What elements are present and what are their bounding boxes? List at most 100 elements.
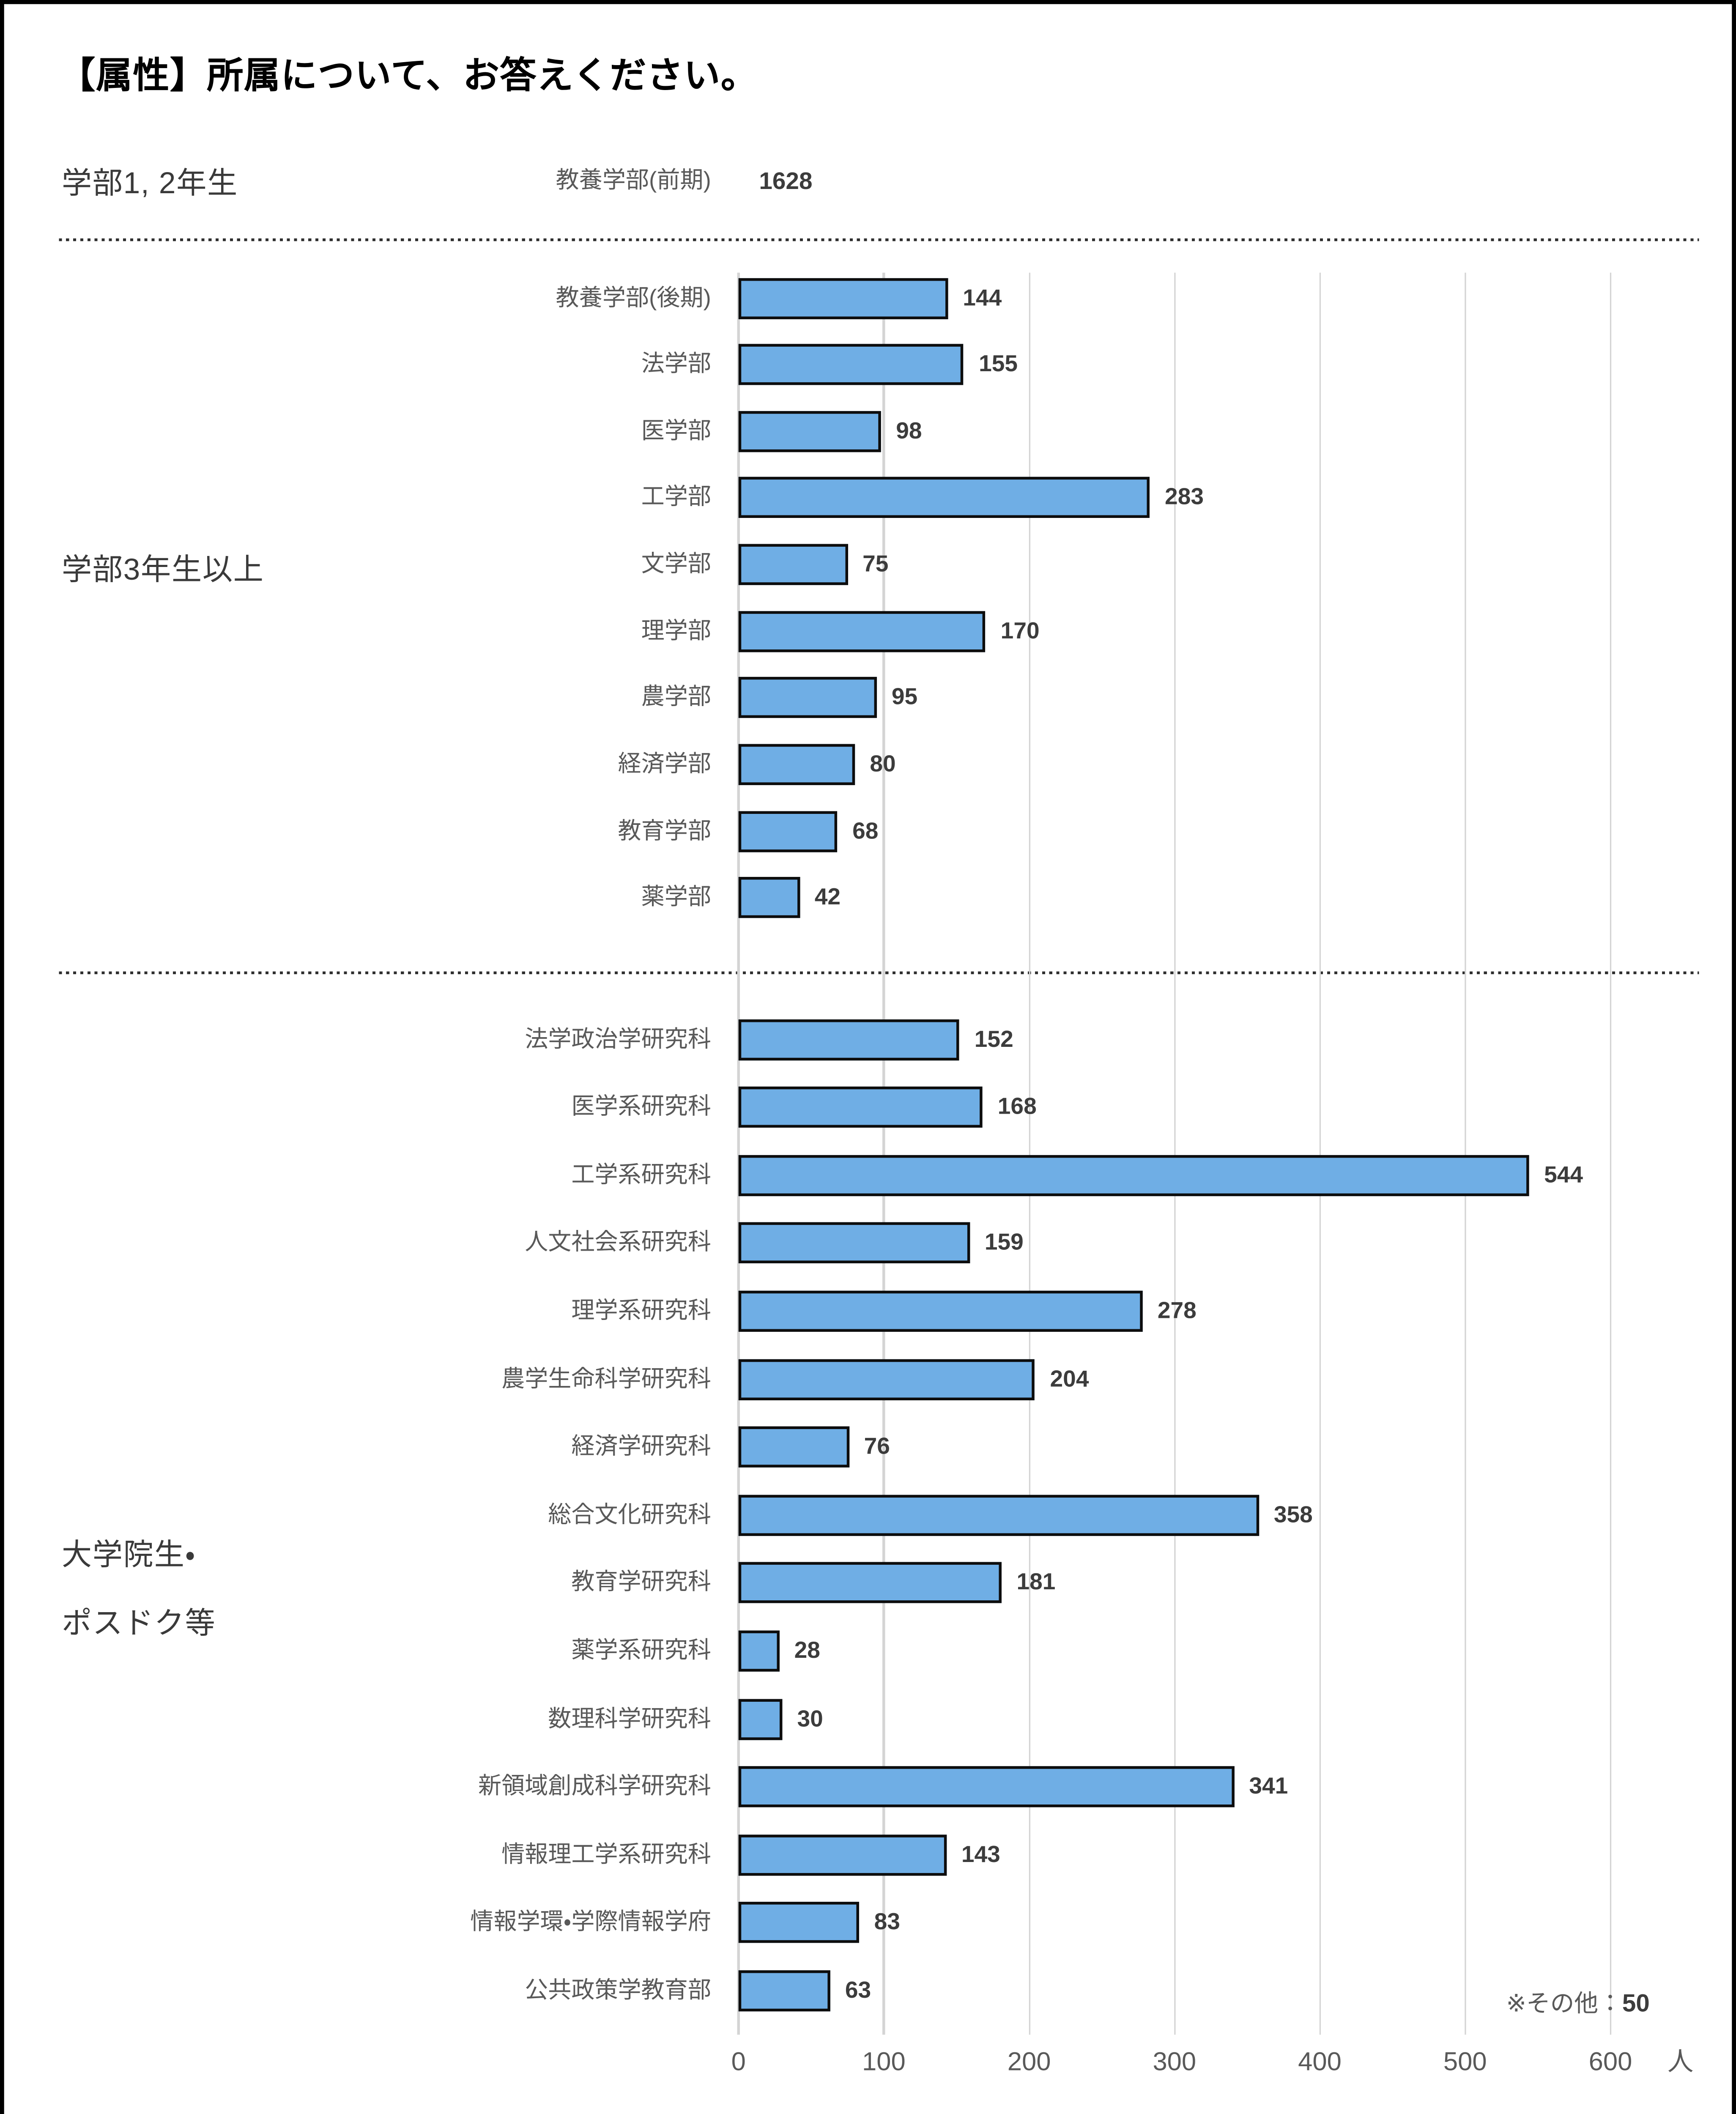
bar <box>738 1358 1035 1400</box>
bar <box>738 344 964 386</box>
value-label: 170 <box>1000 617 1040 644</box>
category-label: 工学部 <box>641 484 711 510</box>
axis-tick-label: 400 <box>1298 2048 1342 2077</box>
value-label: 204 <box>1050 1365 1089 1391</box>
bar <box>738 1494 1259 1536</box>
bar <box>738 1290 1143 1332</box>
gridline <box>1319 272 1321 2035</box>
category-label: 文学部 <box>641 551 711 577</box>
category-label: 数理科学研究科 <box>548 1705 711 1731</box>
category-label: 農学部 <box>641 684 711 710</box>
category-label: 理学系研究科 <box>571 1297 711 1324</box>
value-label: 63 <box>845 1977 871 2003</box>
category-label: 総合文化研究科 <box>548 1501 711 1528</box>
value-label: 80 <box>870 751 896 777</box>
value-label: 42 <box>814 884 841 910</box>
value-label: 75 <box>863 551 889 577</box>
axis-tick-label: 200 <box>1007 2048 1051 2077</box>
section-label-grad-line1: 大学院生・ <box>61 1537 196 1572</box>
bar <box>738 611 986 652</box>
value-label: 152 <box>974 1025 1013 1052</box>
bar <box>738 1087 983 1128</box>
category-label: 薬学系研究科 <box>571 1637 711 1663</box>
others-note: ※その他：50 <box>1237 1988 1649 2020</box>
axis-tick-label: 0 <box>731 2048 746 2077</box>
bar <box>738 811 838 852</box>
value-label: 155 <box>979 351 1018 377</box>
value-label: 30 <box>797 1705 823 1731</box>
others-note-value: 50 <box>1622 1989 1650 2017</box>
dotted-separator-top <box>59 238 1699 241</box>
section-label-undergrad-1-2: 学部1, 2年生 <box>61 166 238 200</box>
bar <box>738 1970 830 2011</box>
axis-tick-label: 500 <box>1443 2048 1487 2077</box>
gridline <box>883 272 885 2035</box>
value-label: 283 <box>1165 484 1204 510</box>
category-label: 人文社会系研究科 <box>525 1229 711 1256</box>
bar <box>738 1834 947 1876</box>
category-label: 医学系研究科 <box>571 1093 711 1120</box>
value-label: 159 <box>984 1229 1024 1256</box>
bar <box>738 1902 859 1944</box>
category-label: 経済学研究科 <box>571 1433 711 1460</box>
gridline <box>1173 272 1175 2035</box>
category-label: 教養学部(後期) <box>556 284 711 311</box>
bar <box>738 1630 779 1672</box>
axis-unit-label: 人 <box>1667 2048 1694 2077</box>
axis-tick-label: 300 <box>1153 2048 1197 2077</box>
category-label: 工学系研究科 <box>571 1161 711 1188</box>
category-label: 法学政治学研究科 <box>525 1025 711 1052</box>
bar <box>738 877 800 919</box>
bar <box>738 1698 782 1740</box>
dotted-separator-middle <box>59 971 1699 975</box>
bar <box>738 1019 960 1060</box>
category-label: 公共政策学教育部 <box>525 1977 711 2003</box>
bar <box>738 1222 970 1264</box>
value-label: 181 <box>1016 1569 1056 1596</box>
category-label: 教育学研究科 <box>571 1569 711 1596</box>
bar <box>738 544 848 586</box>
bar <box>738 1154 1529 1196</box>
bar <box>738 744 855 786</box>
category-label: 理学部 <box>641 617 711 644</box>
axis-tick-label: 100 <box>862 2048 906 2077</box>
bar <box>738 477 1150 519</box>
value-label: 95 <box>891 684 918 710</box>
value-label: 144 <box>963 284 1002 311</box>
gridline <box>737 272 739 2035</box>
category-label: 情報学環・学際情報学府 <box>470 1909 711 1935</box>
value-label: 168 <box>997 1093 1037 1120</box>
axis-tick-label: 600 <box>1588 2048 1632 2077</box>
category-label: 経済学部 <box>618 751 711 777</box>
value-label: 544 <box>1544 1161 1583 1188</box>
value-label: 76 <box>864 1433 890 1460</box>
category-label: 薬学部 <box>641 884 711 910</box>
value-label: 143 <box>961 1841 1000 1868</box>
section-label-undergrad-3plus: 学部3年生以上 <box>61 552 264 587</box>
section-label-grad-line2: ポスドク等 <box>61 1606 216 1640</box>
bar <box>738 677 877 719</box>
category-label: 教育学部 <box>618 817 711 844</box>
gridline <box>1610 272 1611 2035</box>
value-label: 1628 <box>759 167 813 195</box>
value-label: 28 <box>794 1637 820 1663</box>
bar <box>738 1426 849 1468</box>
value-label: 341 <box>1249 1773 1288 1799</box>
bar <box>738 277 948 319</box>
category-label: 法学部 <box>641 351 711 377</box>
gridline <box>1464 272 1466 2035</box>
category-label: 教養学部(前期) <box>556 167 711 193</box>
value-label: 358 <box>1273 1501 1313 1528</box>
chart-title: 【属性】所属について、お答えください。 <box>59 55 758 96</box>
category-label: 情報理工学系研究科 <box>501 1841 711 1868</box>
bar <box>738 411 881 452</box>
value-label: 68 <box>852 817 879 844</box>
value-label: 98 <box>896 417 922 444</box>
gridline <box>1028 272 1030 2035</box>
bar <box>738 1766 1234 1807</box>
value-label: 278 <box>1157 1297 1197 1324</box>
bar <box>738 1562 1002 1604</box>
category-label: 新領域創成科学研究科 <box>478 1773 711 1799</box>
